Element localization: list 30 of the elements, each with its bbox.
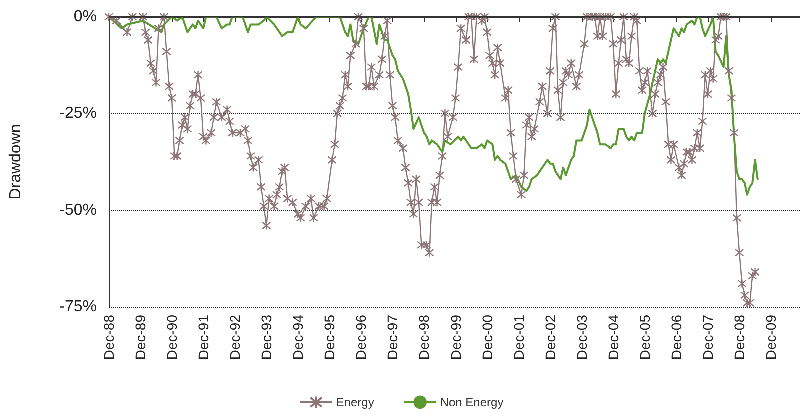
y-tick-label: -50% — [60, 202, 97, 219]
x-tick-label: Dec-96 — [353, 314, 370, 360]
x-tick-label: Dec-97 — [384, 314, 401, 360]
x-tick-label: Dec-92 — [227, 314, 244, 360]
line-series — [108, 16, 759, 196]
x-tick-label: Dec-03 — [574, 314, 590, 360]
x-tick-label: Dec-02 — [542, 314, 558, 360]
x-tick-label: Dec-88 — [101, 314, 117, 360]
x-tick-label: Dec-93 — [258, 314, 275, 360]
y-tick-label: 0% — [74, 8, 97, 26]
y-axis-title: Drawdown — [8, 124, 24, 200]
x-tick-label: Dec-89 — [132, 314, 149, 360]
x-tick-label: Dec-08 — [732, 314, 748, 360]
x-tick-label: Dec-04 — [605, 314, 622, 360]
x-tick-label: Dec-90 — [164, 314, 180, 360]
x-tick-label: Dec-95 — [322, 314, 338, 360]
legend-label: Non Energy — [440, 395, 504, 410]
x-tick-label: Dec-94 — [290, 314, 306, 360]
x-tick-label: Dec-09 — [763, 314, 780, 360]
legend-label: Energy — [336, 395, 374, 410]
x-tick-label: Dec-05 — [636, 314, 653, 360]
x-tick-label: Dec-91 — [196, 314, 212, 360]
x-tick-label: Dec-00 — [479, 314, 496, 360]
x-tick-label: Dec-06 — [668, 314, 684, 360]
x-tick-label: Dec-98 — [416, 314, 432, 360]
x-tick-label: Dec-99 — [448, 314, 464, 360]
x-tick-label: Dec-01 — [510, 314, 527, 360]
x-tick-label: Dec-07 — [700, 314, 716, 360]
y-tick-label: -25% — [60, 105, 97, 122]
y-tick-label: -75% — [60, 298, 97, 316]
